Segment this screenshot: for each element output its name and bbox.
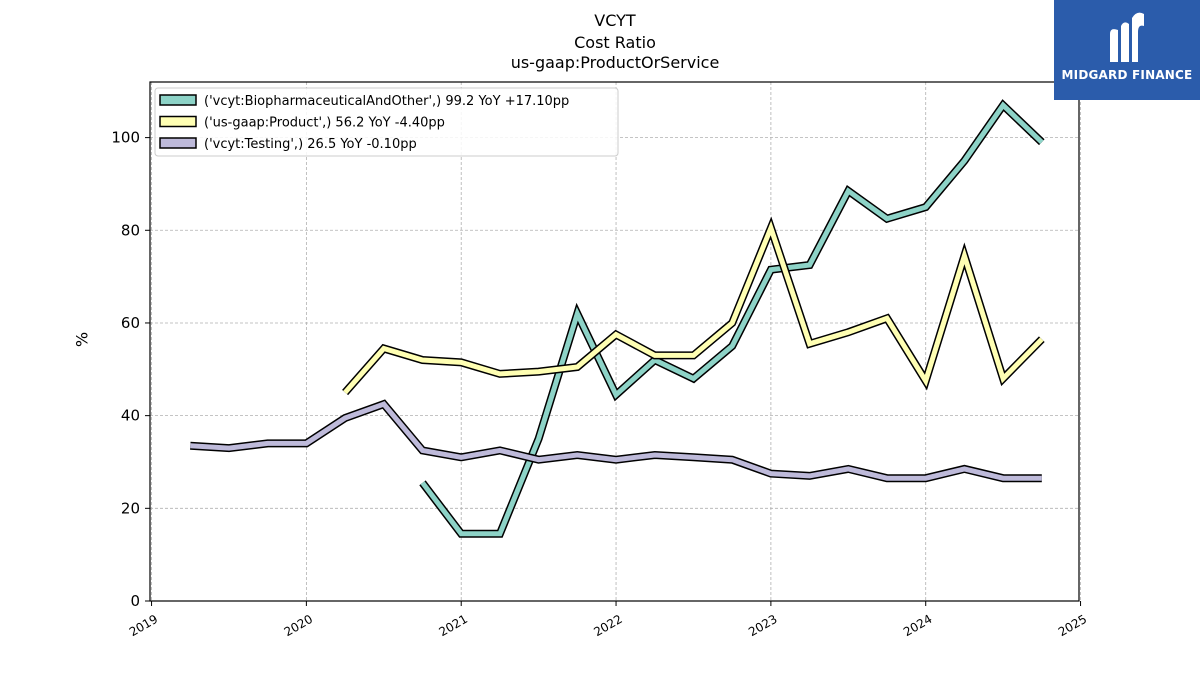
series-outline (342, 216, 1045, 396)
y-tick-label: 60 (121, 314, 140, 332)
y-tick-label: 0 (130, 592, 140, 610)
series-line-0 (419, 99, 1045, 538)
y-tick-label: 100 (111, 129, 140, 147)
legend-box (154, 87, 619, 157)
legend-label: ('vcyt:Testing',) 26.5 YoY -0.10pp (204, 137, 417, 152)
legend-swatch (159, 115, 197, 128)
x-tick-label: 2024 (901, 612, 934, 639)
x-tick-label: 2021 (436, 612, 469, 639)
chart-title-line-1: VCYT (594, 11, 636, 30)
series-line-1 (342, 216, 1045, 396)
y-tick-label: 40 (121, 407, 140, 425)
legend-swatch (159, 94, 197, 106)
x-tick-label: 2020 (282, 612, 315, 639)
y-tick-label: 20 (121, 499, 140, 517)
grid (150, 82, 1081, 602)
chart-title-line-3: us-gaap:ProductOrService (510, 53, 720, 72)
legend-label: ('us-gaap:Product',) 56.2 YoY -4.40pp (204, 116, 445, 131)
chart-title-line-2: Cost Ratio (574, 33, 656, 52)
series-stroke (420, 101, 1044, 537)
x-tick-label: 2022 (591, 612, 624, 639)
logo-mark-icon (1110, 12, 1144, 63)
legend-label: ('vcyt:BiopharmaceuticalAndOther',) 99.2… (204, 94, 569, 109)
plot-frame (149, 81, 1080, 602)
legend-swatch (159, 137, 197, 149)
midgard-finance-logo: MIDGARD FINANCE (1054, 0, 1200, 100)
logo-text: MIDGARD FINANCE (1061, 68, 1193, 82)
y-axis-label: % (72, 331, 92, 348)
x-tick-label: 2025 (1056, 612, 1089, 639)
x-tick-label: 2023 (746, 612, 779, 639)
y-tick-label: 80 (121, 221, 140, 239)
series-stroke (343, 220, 1044, 395)
series-stroke (190, 401, 1042, 481)
axes: 2019 2020 2021 2022 2023 2024 2025 0 20 40 60 80 100 (111, 129, 1089, 640)
series-line-2 (190, 399, 1042, 483)
legend: ('vcyt:BiopharmaceuticalAndOther',) 99.2… (154, 87, 619, 157)
x-tick-label: 2019 (127, 612, 160, 639)
series-lines (190, 99, 1045, 538)
